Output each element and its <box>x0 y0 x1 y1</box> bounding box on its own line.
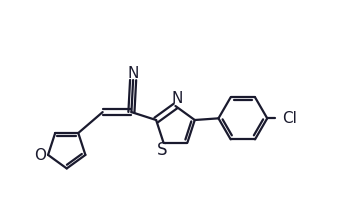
Text: O: O <box>35 148 47 163</box>
Text: N: N <box>171 91 183 106</box>
Text: S: S <box>156 141 167 159</box>
Text: Cl: Cl <box>282 111 297 126</box>
Text: N: N <box>128 66 139 81</box>
